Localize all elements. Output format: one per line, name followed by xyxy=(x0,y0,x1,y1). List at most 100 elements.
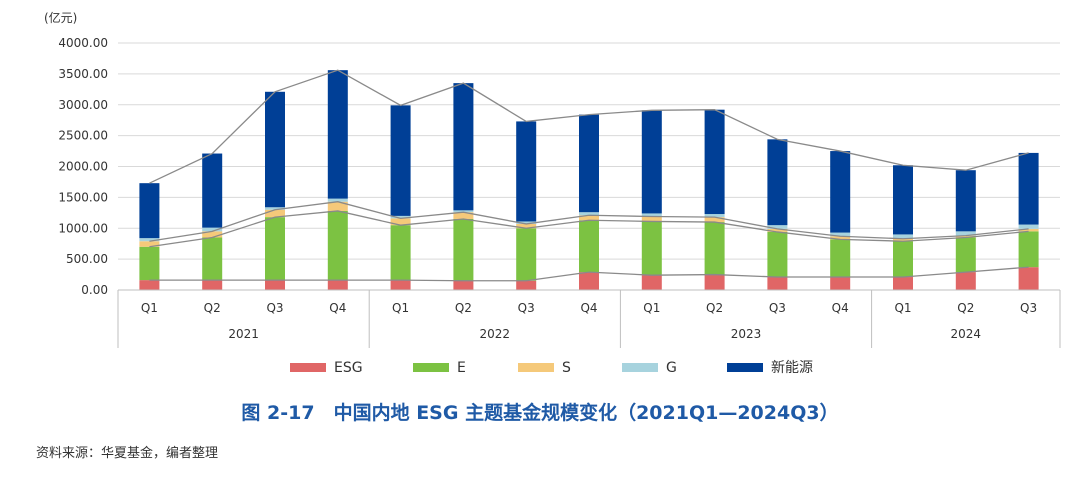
legend-swatch-新能源 xyxy=(727,363,763,372)
bar-G-13 xyxy=(893,234,913,239)
bar-G-6 xyxy=(453,210,474,213)
bar-新能源-12 xyxy=(830,151,851,233)
bar-新能源-10 xyxy=(704,109,725,215)
bar-G-10 xyxy=(704,214,725,218)
source-note: 资料来源：华夏基金，编者整理 xyxy=(36,446,219,461)
bar-新能源-5 xyxy=(390,105,411,216)
bar-ESG-5 xyxy=(390,280,411,290)
bar-ESG-1 xyxy=(139,280,160,290)
bar-新能源-9 xyxy=(641,110,662,214)
bar-新能源-8 xyxy=(579,114,599,213)
bar-S-10 xyxy=(704,217,725,223)
bar-新能源-7 xyxy=(516,121,537,222)
bar-E-2 xyxy=(202,237,223,281)
y-tick-label: 1000.00 xyxy=(58,221,108,235)
cumulative-line-S xyxy=(149,201,1029,242)
bar-ESG-10 xyxy=(704,274,725,290)
bar-新能源-3 xyxy=(265,91,285,208)
bars xyxy=(139,70,1039,290)
x-tick-label: Q3 xyxy=(769,301,786,315)
legend-label-E: E xyxy=(457,360,466,376)
stacked-bar-chart: (亿元) 0.00 500.00 1000.00 1500.00 2000.00 2500… xyxy=(44,10,1061,376)
bar-G-14 xyxy=(955,231,976,236)
y-tick-label: 0.00 xyxy=(81,283,108,297)
bar-E-11 xyxy=(767,231,788,278)
bar-E-12 xyxy=(830,239,851,278)
figure-caption: 图 2-17 中国内地 ESG 主题基金规模变化（2021Q1—2024Q3） xyxy=(241,402,839,424)
y-axis-ticks: 0.00 500.00 1000.00 1500.00 2000.00 2500.00 30… xyxy=(58,36,108,297)
y-tick-label: 3500.00 xyxy=(58,67,108,81)
legend-swatch-ESG xyxy=(290,363,326,372)
bar-S-15 xyxy=(1018,228,1039,232)
bar-G-2 xyxy=(202,227,223,232)
bar-新能源-13 xyxy=(893,165,913,235)
x-tick-label: Q4 xyxy=(329,301,346,315)
x-tick-label: Q4 xyxy=(580,301,597,315)
year-label: 2021 xyxy=(228,327,259,341)
y-tick-label: 2000.00 xyxy=(58,160,108,174)
bar-E-8 xyxy=(579,220,599,273)
bar-ESG-15 xyxy=(1018,267,1039,290)
legend-swatch-E xyxy=(413,363,449,372)
bar-ESG-11 xyxy=(767,277,788,290)
bar-E-3 xyxy=(265,217,285,281)
bar-G-15 xyxy=(1018,224,1039,229)
legend-label-ESG: ESG xyxy=(334,360,363,376)
x-tick-label: Q2 xyxy=(204,301,221,315)
bar-新能源-1 xyxy=(139,183,160,239)
y-tick-label: 500.00 xyxy=(66,252,108,266)
legend-label-新能源: 新能源 xyxy=(771,360,813,376)
year-label: 2022 xyxy=(480,327,511,341)
bar-S-1 xyxy=(139,241,160,247)
bar-E-10 xyxy=(704,222,725,275)
bar-ESG-7 xyxy=(516,280,537,290)
legend: ESG E S G 新能源 xyxy=(290,360,813,376)
bar-G-8 xyxy=(579,212,599,216)
bar-E-9 xyxy=(641,221,662,276)
cumulative-line-新能源 xyxy=(149,69,1029,184)
legend-label-S: S xyxy=(562,360,571,376)
bar-G-5 xyxy=(390,215,411,219)
bar-S-3 xyxy=(265,209,285,218)
bar-ESG-3 xyxy=(265,280,285,290)
bar-S-7 xyxy=(516,223,537,229)
bar-ESG-2 xyxy=(202,280,223,290)
bar-G-7 xyxy=(516,221,537,224)
bar-S-8 xyxy=(579,215,599,221)
bar-S-2 xyxy=(202,231,223,238)
x-tick-label: Q2 xyxy=(957,301,974,315)
x-tick-label: Q1 xyxy=(392,301,409,315)
bar-S-13 xyxy=(893,238,913,242)
bar-E-4 xyxy=(327,210,348,281)
bar-S-14 xyxy=(955,235,976,238)
year-label: 2024 xyxy=(951,327,982,341)
bar-G-3 xyxy=(265,207,285,210)
x-tick-label: Q2 xyxy=(706,301,723,315)
year-label: 2023 xyxy=(731,327,762,341)
bar-S-6 xyxy=(453,212,474,219)
cumulative-line-E xyxy=(149,210,1029,248)
y-tick-label: 1500.00 xyxy=(58,190,108,204)
bar-S-4 xyxy=(327,201,348,211)
bar-G-11 xyxy=(767,225,788,229)
bar-ESG-12 xyxy=(830,277,851,290)
bar-ESG-9 xyxy=(641,275,662,290)
bar-新能源-2 xyxy=(202,153,223,228)
bar-新能源-6 xyxy=(453,83,474,211)
x-tick-label: Q3 xyxy=(518,301,535,315)
legend-label-G: G xyxy=(666,360,677,376)
cumulative-lines xyxy=(149,69,1029,282)
bar-S-5 xyxy=(390,218,411,226)
bar-ESG-14 xyxy=(955,272,976,290)
bar-E-15 xyxy=(1018,231,1039,268)
x-tick-label: Q1 xyxy=(894,301,911,315)
bar-新能源-4 xyxy=(327,70,348,199)
x-tick-label: Q4 xyxy=(832,301,849,315)
bar-新能源-14 xyxy=(955,170,976,232)
cumulative-line-ESG xyxy=(149,266,1029,282)
bar-ESG-13 xyxy=(893,277,913,290)
bar-G-9 xyxy=(641,213,662,217)
x-tick-label: Q1 xyxy=(141,301,158,315)
bar-E-14 xyxy=(955,237,976,273)
x-tick-label: Q3 xyxy=(1020,301,1037,315)
